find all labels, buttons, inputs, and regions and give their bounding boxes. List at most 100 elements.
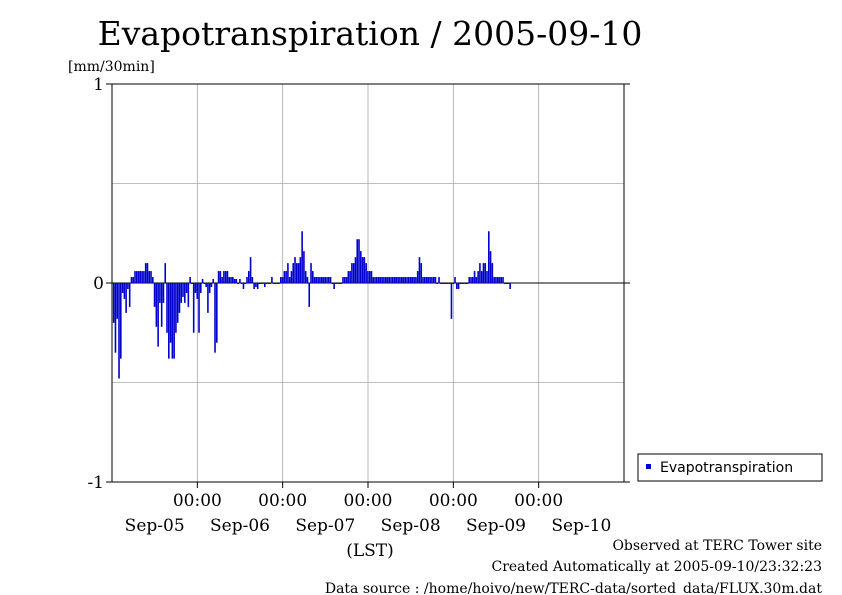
bar-163: [402, 277, 405, 283]
x-tick-date-4: Sep-09: [466, 516, 526, 536]
bar-10: [130, 277, 133, 283]
bar-24: [155, 283, 158, 327]
bar-67: [232, 277, 234, 283]
bar-111: [310, 263, 312, 283]
bar-200: [468, 277, 471, 283]
bar-60: [219, 271, 222, 283]
bar-218: [500, 277, 503, 283]
bar-series-evapotranspiration: [112, 231, 511, 379]
y-tick-label-2: -1: [87, 473, 104, 493]
bar-49: [200, 283, 202, 293]
bar-130: [344, 277, 346, 283]
bar-146: [372, 277, 375, 283]
bar-86: [265, 283, 268, 284]
bar-61: [221, 277, 223, 283]
bar-68: [233, 279, 236, 283]
bar-81: [256, 283, 259, 289]
bar-182: [436, 283, 439, 284]
bar-51: [203, 283, 206, 284]
bar-179: [431, 277, 433, 283]
bar-110: [308, 283, 311, 307]
bar-140: [361, 257, 364, 283]
bar-89: [271, 277, 273, 283]
bar-221: [505, 283, 508, 284]
bar-127: [338, 283, 341, 284]
bar-63: [224, 271, 227, 283]
bar-219: [502, 277, 504, 283]
bar-20: [148, 271, 151, 283]
bar-139: [360, 251, 362, 283]
bar-78: [251, 277, 254, 283]
bar-172: [418, 257, 421, 283]
bar-115: [317, 277, 319, 283]
bar-13: [136, 271, 138, 283]
bar-125: [335, 283, 337, 284]
bar-72: [240, 283, 243, 284]
bar-18: [144, 263, 147, 283]
bar-216: [496, 277, 499, 283]
bar-56: [212, 279, 215, 283]
bar-62: [223, 271, 225, 283]
bar-114: [315, 277, 318, 283]
bar-82: [258, 283, 261, 284]
bar-27: [160, 283, 163, 327]
bar-128: [340, 283, 343, 284]
bar-152: [383, 277, 385, 283]
bar-191: [452, 283, 455, 284]
bar-106: [301, 231, 303, 283]
bar-54: [208, 283, 211, 293]
bar-12: [134, 271, 136, 283]
bar-88: [269, 283, 271, 284]
bar-77: [249, 257, 252, 283]
footer-source: Data source : /home/hoivo/new/TERC-data/…: [325, 581, 823, 595]
bar-94: [280, 277, 282, 283]
bar-193: [456, 283, 458, 289]
bar-53: [207, 283, 209, 313]
bar-121: [328, 277, 330, 283]
footer-created: Created Automatically at 2005-09-10/23:3…: [491, 559, 822, 575]
bar-198: [464, 283, 467, 284]
legend-label: Evapotranspiration: [660, 460, 793, 476]
bar-118: [322, 277, 325, 283]
bar-11: [132, 277, 135, 283]
bar-31: [168, 283, 170, 359]
bar-223: [509, 283, 511, 289]
y-tick-label-1: 0: [93, 274, 104, 294]
bar-100: [290, 271, 293, 283]
bar-150: [379, 277, 382, 283]
bar-99: [288, 277, 291, 283]
bar-175: [424, 277, 426, 283]
bar-22: [152, 277, 154, 283]
bar-5: [121, 283, 124, 293]
bar-102: [294, 257, 296, 283]
bar-197: [463, 283, 465, 284]
bar-4: [120, 283, 122, 359]
bar-176: [425, 277, 428, 283]
bar-71: [239, 279, 241, 283]
bar-211: [488, 231, 490, 283]
bar-38: [180, 283, 183, 303]
bar-47: [196, 283, 199, 299]
bar-73: [242, 283, 245, 289]
bar-194: [457, 283, 460, 289]
bar-40: [184, 283, 186, 303]
bar-70: [237, 283, 239, 284]
bar-14: [137, 271, 140, 283]
bar-95: [281, 277, 284, 283]
x-tick-time-4: 00:00: [514, 491, 563, 511]
bar-178: [429, 277, 431, 283]
bar-0: [112, 283, 115, 323]
bar-162: [400, 277, 403, 283]
bar-52: [205, 283, 207, 287]
y-axis-ticks: 1 0 -1: [87, 75, 630, 493]
bar-21: [150, 271, 152, 283]
bar-136: [354, 257, 357, 283]
bar-147: [374, 277, 376, 283]
bar-112: [312, 271, 314, 283]
bar-64: [226, 271, 229, 283]
bar-154: [386, 277, 389, 283]
bar-35: [175, 283, 177, 333]
bar-87: [267, 283, 270, 284]
bar-80: [255, 283, 257, 287]
x-tick-date-5: Sep-10: [551, 516, 611, 536]
